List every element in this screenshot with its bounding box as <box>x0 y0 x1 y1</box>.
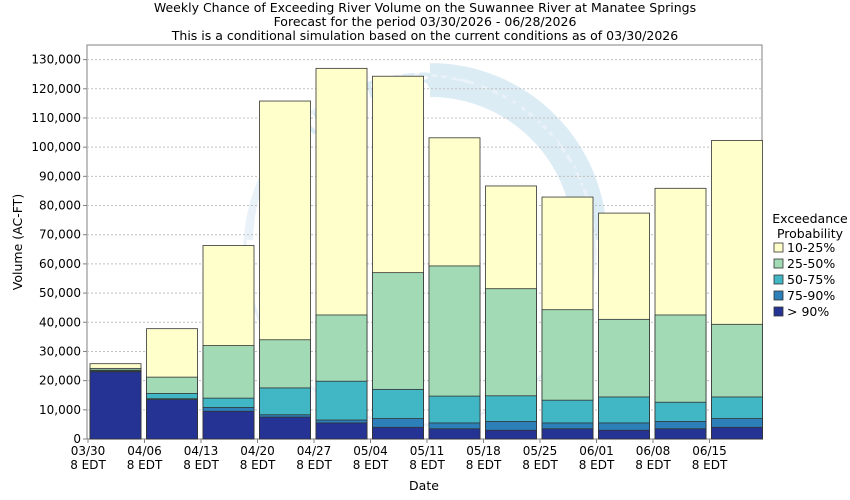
y-tick-label: 100,000 <box>31 140 81 154</box>
x-tick-label-date: 04/20 <box>240 444 275 458</box>
bar-segment-90 <box>315 422 368 440</box>
y-tick-label: 90,000 <box>39 169 81 183</box>
legend-item-label: 10-25% <box>787 240 835 255</box>
y-tick-label: 10,000 <box>39 403 81 417</box>
legend-title-line2: Probability <box>777 226 844 241</box>
y-tick-label: 80,000 <box>39 199 81 213</box>
x-tick-label-date: 03/30 <box>71 444 106 458</box>
y-tick-label: 20,000 <box>39 374 81 388</box>
legend-item-label: 25-50% <box>787 256 835 271</box>
y-tick-label: 110,000 <box>31 111 81 125</box>
legend-swatch <box>773 306 784 317</box>
bar-segment-90 <box>541 428 594 440</box>
x-tick-label-tz: 8 EDT <box>127 458 163 472</box>
bar-segment-90 <box>89 371 142 440</box>
legend-title-line1: Exceedance <box>772 211 848 226</box>
x-tick-label-tz: 8 EDT <box>183 458 219 472</box>
bar-segment-90 <box>202 410 255 440</box>
x-tick-label-date: 06/08 <box>636 444 671 458</box>
y-axis-label: Volume (AC-FT) <box>10 194 25 290</box>
x-tick-label-tz: 8 EDT <box>409 458 445 472</box>
x-tick-label-date: 05/04 <box>353 444 388 458</box>
bar-segment-90 <box>259 416 311 440</box>
bar-segment-90 <box>598 429 650 440</box>
legend: Exceedance Probability 10-25%25-50%50-75… <box>772 211 848 319</box>
legend-swatch <box>773 258 784 269</box>
chart-title: Weekly Chance of Exceeding River Volume … <box>154 0 696 15</box>
x-tick-label-date: 05/25 <box>523 444 558 458</box>
chart-subtitle-conditions: This is a conditional simulation based o… <box>171 28 678 43</box>
x-tick-label-tz: 8 EDT <box>353 458 389 472</box>
y-tick-label: 50,000 <box>39 286 81 300</box>
y-tick-label: 60,000 <box>39 257 81 271</box>
y-tick-label: 130,000 <box>31 53 81 67</box>
y-tick-label: 40,000 <box>39 315 81 329</box>
bar-segment-90 <box>711 426 763 440</box>
x-tick-label-tz: 8 EDT <box>70 458 106 472</box>
x-tick-label-tz: 8 EDT <box>692 458 728 472</box>
x-tick-label-date: 05/18 <box>466 444 501 458</box>
chart-subtitle-period: Forecast for the period 03/30/2026 - 06/… <box>274 14 577 29</box>
x-tick-label-tz: 8 EDT <box>466 458 502 472</box>
x-tick-label-date: 04/13 <box>184 444 219 458</box>
x-tick-label-date: 05/11 <box>410 444 445 458</box>
legend-item-label: 50-75% <box>787 272 835 287</box>
x-tick-label-date: 04/06 <box>127 444 162 458</box>
x-tick-label-date: 04/27 <box>297 444 332 458</box>
y-tick-label: 70,000 <box>39 228 81 242</box>
y-tick-label: 0 <box>73 432 81 446</box>
y-tick-label: 30,000 <box>39 344 81 358</box>
legend-swatch <box>773 242 784 253</box>
bar-segment-90 <box>485 429 537 440</box>
x-tick-label-tz: 8 EDT <box>240 458 276 472</box>
x-tick-label-tz: 8 EDT <box>579 458 615 472</box>
bar-segment-90 <box>146 399 198 440</box>
bar-segment-90 <box>372 426 424 440</box>
x-axis-label: Date <box>409 478 439 493</box>
legend-swatch <box>773 290 784 301</box>
x-tick-label-tz: 8 EDT <box>635 458 671 472</box>
x-tick-label-date: 06/01 <box>579 444 614 458</box>
bar-segment-90 <box>654 428 707 440</box>
legend-swatch <box>773 274 784 285</box>
y-tick-label: 120,000 <box>31 82 81 96</box>
bar-segment-90 <box>428 428 481 440</box>
x-tick-label-tz: 8 EDT <box>296 458 332 472</box>
legend-item-label: > 90% <box>787 304 829 319</box>
legend-item-label: 75-90% <box>787 288 835 303</box>
x-tick-label-tz: 8 EDT <box>522 458 558 472</box>
x-tick-label-date: 06/15 <box>692 444 727 458</box>
